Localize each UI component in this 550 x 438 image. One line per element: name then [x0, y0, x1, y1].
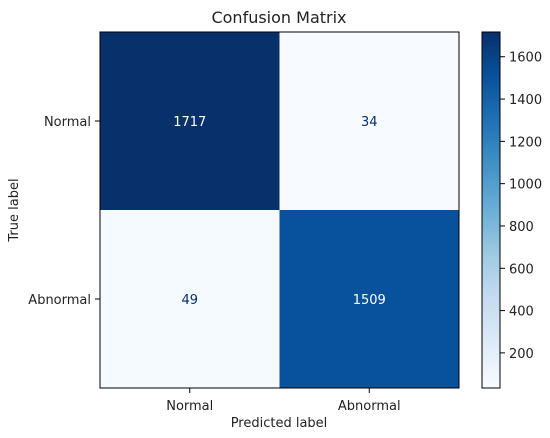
x-tick-label: Normal — [166, 399, 213, 414]
y-tick-label: Abnormal — [28, 293, 91, 308]
colorbar — [481, 31, 501, 389]
colorbar-tick-label: 400 — [509, 305, 534, 320]
cell-value-label: 1509 — [353, 293, 386, 308]
cell-value-label: 34 — [361, 115, 378, 130]
matrix-cell — [100, 210, 280, 388]
colorbar-tick-label: 1400 — [509, 93, 542, 108]
cell-value-label: 1717 — [173, 115, 206, 130]
colorbar-tick-label: 1600 — [509, 51, 542, 66]
matrix-cell — [279, 210, 459, 388]
y-axis-label: True label — [7, 178, 22, 242]
matrix-cells — [100, 32, 459, 388]
x-axis-label: Predicted label — [231, 416, 328, 431]
colorbar-tick-label: 1200 — [509, 135, 542, 150]
plot-frame — [99, 31, 460, 389]
matrix-cell — [279, 32, 459, 210]
y-axis-ticks: Normal Abnormal — [28, 115, 100, 308]
y-tick-label: Normal — [44, 115, 91, 130]
cell-value-label: 49 — [181, 293, 198, 308]
matrix-cell — [100, 32, 280, 210]
colorbar-tick-label: 800 — [509, 220, 534, 235]
colorbar-ticks: 200 400 600 800 1000 1200 1400 1600 — [500, 51, 542, 362]
colorbar-tick-label: 200 — [509, 347, 534, 362]
x-axis-ticks: Normal Abnormal — [166, 388, 401, 414]
chart-title: Confusion Matrix — [211, 8, 346, 27]
matrix-cell-labels: 1717 34 49 1509 — [173, 115, 386, 308]
x-tick-label: Abnormal — [338, 399, 401, 414]
colorbar-tick-label: 600 — [509, 262, 534, 277]
colorbar-tick-label: 1000 — [509, 178, 542, 193]
